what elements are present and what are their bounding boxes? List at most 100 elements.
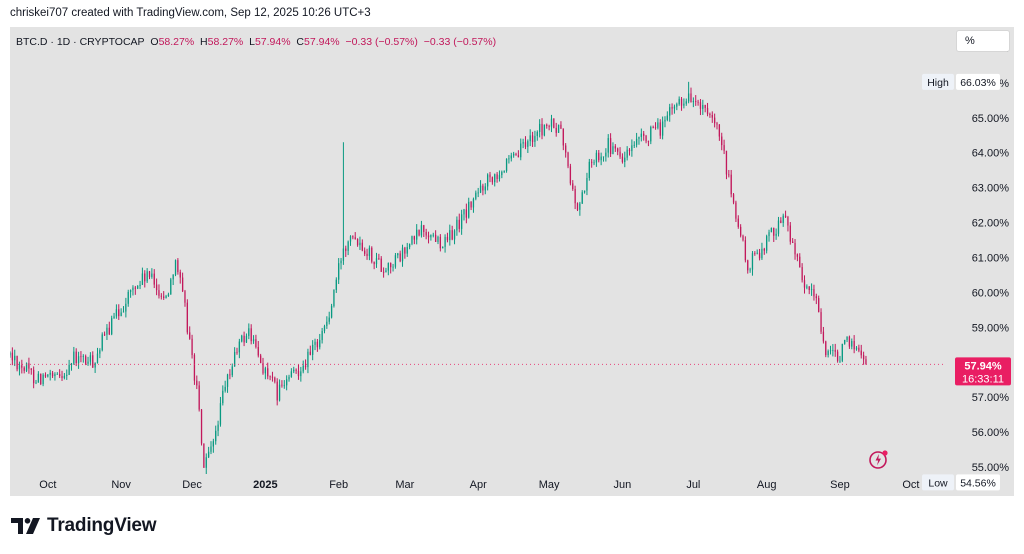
candle-body: [210, 446, 212, 452]
candle-body: [328, 317, 330, 322]
candle-body: [108, 327, 110, 335]
candle-body: [565, 145, 567, 153]
low-label-box: [922, 474, 954, 491]
candle-body: [841, 343, 843, 361]
candle-body: [744, 240, 747, 261]
candle-body: [68, 364, 70, 375]
candle-body: [808, 286, 810, 290]
candle-body: [323, 326, 326, 332]
candle-body: [709, 113, 711, 116]
chart-panel[interactable]: 67.00%66.00%65.00%64.00%63.00%62.00%61.0…: [10, 27, 1014, 496]
candle-body: [283, 385, 285, 387]
candle-body: [607, 138, 609, 153]
candle-body: [621, 156, 624, 163]
lightning-icon[interactable]: [868, 448, 890, 475]
change-value-2: −0.33 (−0.57%): [423, 36, 497, 48]
candle-body: [420, 225, 423, 236]
candle-body: [718, 124, 721, 137]
y-tick-label: 60.00%: [972, 287, 1010, 299]
candle-body: [470, 201, 472, 208]
candle-body: [666, 115, 668, 120]
x-tick-label: Mar: [395, 479, 414, 491]
candle-body: [645, 135, 647, 142]
high-value-box: [956, 73, 1000, 90]
candle-body: [484, 186, 486, 191]
candle-body: [624, 157, 626, 163]
percent-scale-button[interactable]: %: [956, 30, 1010, 52]
candle-body: [742, 235, 744, 241]
candle-body: [267, 368, 269, 377]
candle-body: [408, 243, 411, 248]
candle-body: [605, 152, 607, 157]
x-tick-label: 2025: [253, 479, 277, 491]
candle-body: [555, 127, 557, 133]
candle-body: [680, 98, 683, 106]
candle-body: [730, 174, 732, 195]
y-tick-label: 62.00%: [972, 218, 1010, 230]
y-tick-label: 65.00%: [972, 113, 1010, 125]
candle-body: [794, 243, 796, 255]
candle-body: [49, 372, 51, 375]
candle-body: [557, 124, 560, 133]
candle-body: [815, 296, 817, 299]
candle-body: [177, 260, 179, 273]
candle-body: [153, 273, 155, 285]
candle-body: [181, 277, 184, 292]
candle-body: [120, 312, 122, 317]
candle-body: [465, 209, 468, 218]
candle-body: [434, 234, 437, 242]
candle-body: [654, 127, 657, 129]
candle-body: [212, 441, 215, 447]
candle-body: [650, 126, 652, 142]
candle-body: [782, 215, 784, 223]
y-tick-label: 63.00%: [972, 183, 1010, 195]
candle-body: [193, 355, 196, 381]
candle-body: [115, 309, 118, 317]
symbol-legend[interactable]: BTC.D · 1D · CRYPTOCAP O58.27% H58.27% L…: [16, 36, 496, 48]
candle-body: [170, 279, 172, 295]
candle-body: [425, 231, 427, 236]
x-tick-label: Jun: [614, 479, 632, 491]
candle-body: [103, 334, 106, 336]
candle-body: [14, 355, 16, 361]
candle-body: [479, 185, 482, 193]
candle-body: [546, 124, 548, 126]
high-value: 66.03%: [960, 77, 996, 89]
candle-body: [784, 215, 787, 218]
candle-body: [536, 131, 538, 137]
x-tick-label: Aug: [757, 479, 777, 491]
candle-body: [42, 374, 44, 385]
candle-body: [359, 242, 361, 246]
candle-body: [579, 203, 581, 210]
candle-body: [673, 106, 676, 109]
candle-body: [612, 146, 614, 154]
candle-body: [378, 258, 380, 260]
candle-body: [418, 229, 420, 236]
candle-body: [224, 386, 226, 391]
candle-body: [167, 294, 170, 296]
candle-body: [775, 233, 777, 236]
y-tick-label: 56.00%: [972, 427, 1010, 439]
candlestick-chart[interactable]: 67.00%66.00%65.00%64.00%63.00%62.00%61.0…: [10, 27, 1014, 496]
candle-body: [326, 321, 328, 327]
candle-body: [30, 368, 32, 370]
last-price-tag: [955, 357, 1011, 386]
candle-body: [865, 359, 867, 365]
candle-body: [513, 153, 515, 156]
candle-body: [101, 334, 103, 351]
low-label-legend: L: [249, 36, 255, 48]
candle-body: [32, 369, 35, 384]
candle-body: [264, 368, 267, 374]
candle-body: [773, 227, 775, 236]
candle-body: [394, 255, 397, 267]
candle-body: [827, 351, 829, 356]
tradingview-logo[interactable]: TradingView: [11, 515, 157, 537]
candle-body: [82, 356, 84, 357]
candle-body: [617, 148, 619, 152]
y-tick-label: 55.00%: [972, 462, 1010, 474]
countdown-timer: 16:33:11: [962, 373, 1004, 385]
candle-body: [453, 230, 456, 240]
candle-body: [858, 347, 860, 351]
x-tick-label: Sep: [830, 479, 850, 491]
candle-body: [758, 252, 761, 259]
